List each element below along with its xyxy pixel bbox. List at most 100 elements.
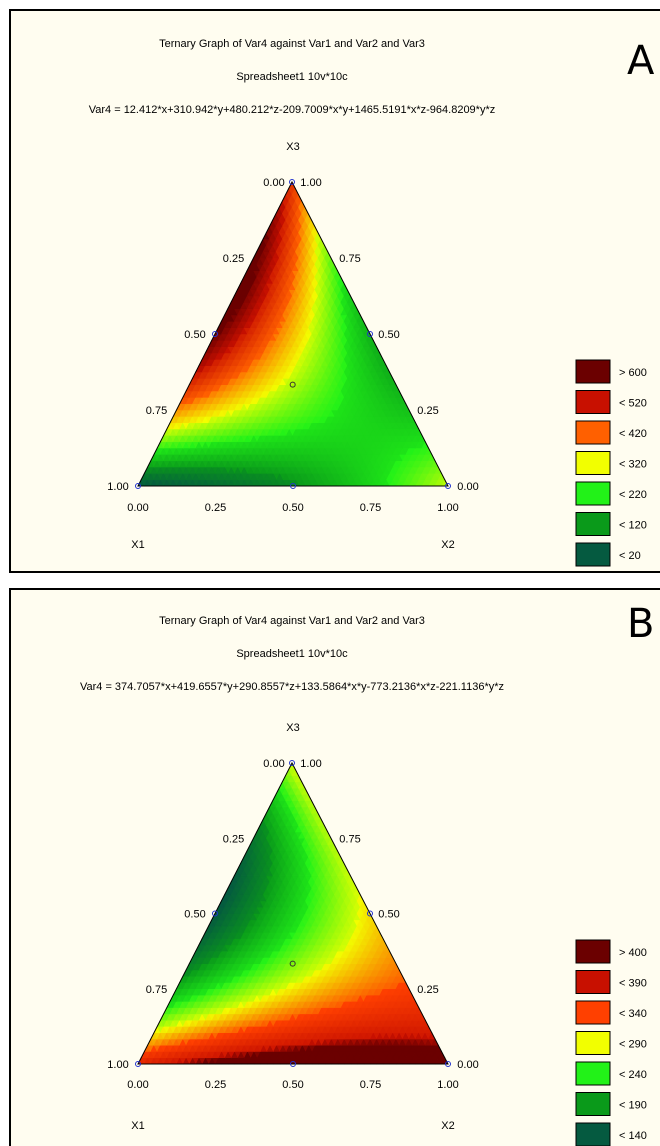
design-point-marker: [212, 331, 218, 337]
design-point-marker: [212, 910, 218, 917]
legend-label: < 290: [619, 1039, 647, 1051]
chart-title: Ternary Graph of Var4 against Var1 and V…: [159, 615, 425, 627]
tick-label-right-edge: 0.75: [339, 833, 360, 845]
design-point-marker: [445, 483, 451, 489]
legend-item: < 320: [575, 451, 647, 475]
tick-label-bottom-axis: 0.00: [127, 1079, 148, 1091]
legend-label: < 240: [619, 1069, 647, 1081]
tick-label-bottom-axis: 0.75: [360, 502, 381, 514]
legend-swatch: [575, 1092, 611, 1116]
legend-label: < 340: [619, 1008, 647, 1020]
design-point-marker: [445, 1061, 451, 1067]
axis-title-right: X2: [441, 539, 454, 551]
tick-label-left-edge: 0.75: [146, 984, 167, 996]
tick-label-left-edge: 0.50: [184, 909, 205, 921]
ternary-surface: [137, 762, 449, 1065]
triangle-outline: [137, 761, 449, 1065]
tick-label-bottom-left: 1.00: [107, 481, 128, 493]
tick-label-right-edge: 0.75: [339, 253, 360, 265]
legend-label: < 390: [619, 978, 647, 990]
chart-title: Ternary Graph of Var4 against Var1 and V…: [159, 38, 425, 50]
legend-item: < 190: [575, 1092, 647, 1116]
axis-title-top: X3: [286, 722, 299, 734]
tick-label-top: 1.00: [300, 758, 321, 770]
axis-title-top: X3: [286, 141, 299, 153]
design-point-marker: [135, 483, 141, 489]
legend-swatch: [575, 390, 611, 414]
tick-label-right-edge: 0.50: [378, 909, 399, 921]
chart-equation: Var4 = 12.412*x+310.942*y+480.212*z-209.…: [89, 104, 496, 116]
legend-item: > 400: [575, 939, 647, 964]
ternary-chart-b: Ternary Graph of Var4 against Var1 and V…: [80, 615, 647, 1146]
legend-item: < 140: [575, 1122, 647, 1146]
legend-label: < 420: [619, 428, 647, 440]
tick-label-bottom-axis: 0.50: [282, 502, 303, 514]
design-point-marker: [135, 1061, 141, 1067]
tick-label-bottom-left: 1.00: [107, 1059, 128, 1071]
legend-swatch: [575, 1061, 611, 1086]
legend-label: < 120: [619, 520, 647, 532]
legend-item: < 390: [575, 970, 647, 994]
legend-item: < 290: [575, 1031, 647, 1055]
legend-label: > 400: [619, 947, 647, 959]
legend-item: < 20: [575, 542, 641, 567]
tick-label-bottom-right: 0.00: [457, 481, 478, 493]
legend-label: < 520: [619, 398, 647, 410]
design-point-marker: [289, 760, 295, 766]
tick-label-bottom-axis: 1.00: [437, 502, 458, 514]
ternary-panel-a: Ternary Graph of Var4 against Var1 and V…: [9, 9, 660, 573]
tick-label-left-edge: 0.75: [146, 405, 167, 417]
legend-item: < 120: [575, 512, 647, 536]
design-point-marker: [290, 1061, 296, 1067]
design-point-marker: [289, 960, 296, 967]
ternary-surface: [137, 181, 449, 487]
design-point-marker: [367, 331, 373, 337]
legend-swatch: [575, 542, 611, 567]
legend-swatch: [575, 1031, 611, 1055]
design-point-marker: [289, 179, 295, 185]
ternary-panel-b: Ternary Graph of Var4 against Var1 and V…: [9, 588, 660, 1146]
tick-label-left-edge: 0.50: [184, 329, 205, 341]
chart-subtitle: Spreadsheet1 10v*10c: [236, 71, 348, 83]
legend-label: < 20: [619, 550, 641, 562]
tick-label-right-edge: 0.50: [378, 329, 399, 341]
tick-label-bottom-right: 0.00: [457, 1059, 478, 1071]
triangle-outline: [137, 180, 449, 487]
legend-item: < 420: [575, 420, 647, 445]
axis-title-left: X1: [131, 539, 144, 551]
legend-swatch: [575, 359, 611, 384]
legend-swatch: [575, 970, 611, 994]
tick-label-bottom-axis: 1.00: [437, 1079, 458, 1091]
legend-label: < 320: [619, 459, 647, 471]
tick-label-bottom-axis: 0.25: [205, 1079, 226, 1091]
chart-equation: Var4 = 374.7057*x+419.6557*y+290.8557*z+…: [80, 681, 504, 693]
legend-item: < 340: [575, 1000, 647, 1025]
tick-label-bottom-axis: 0.50: [282, 1079, 303, 1091]
tick-label-left-edge: 0.25: [223, 253, 244, 265]
axis-title-left: X1: [131, 1120, 144, 1132]
tick-label-left-edge: 0.25: [223, 833, 244, 845]
tick-label-bottom-axis: 0.25: [205, 502, 226, 514]
tick-label-right-edge: 0.25: [417, 984, 438, 996]
tick-label-top: 1.00: [300, 177, 321, 189]
tick-label-bottom-axis: 0.00: [127, 502, 148, 514]
design-point-marker: [289, 381, 296, 388]
legend-label: < 140: [619, 1130, 647, 1142]
tick-label-right-edge: 0.25: [417, 405, 438, 417]
legend-label: < 220: [619, 489, 647, 501]
ternary-chart-a: Ternary Graph of Var4 against Var1 and V…: [89, 38, 647, 567]
legend-swatch: [575, 1000, 611, 1025]
legend-swatch: [575, 420, 611, 445]
tick-label-bottom-axis: 0.75: [360, 1079, 381, 1091]
panel-label: A: [627, 38, 655, 84]
legend-item: < 240: [575, 1061, 647, 1086]
legend-swatch: [575, 1122, 611, 1146]
legend-item: < 520: [575, 390, 647, 414]
legend-label: < 190: [619, 1100, 647, 1112]
design-point-marker: [290, 483, 296, 489]
legend-swatch: [575, 451, 611, 475]
legend-swatch: [575, 939, 611, 964]
tick-label-top-left: 0.00: [263, 758, 284, 770]
legend-label: > 600: [619, 367, 647, 379]
tick-label-top-left: 0.00: [263, 177, 284, 189]
